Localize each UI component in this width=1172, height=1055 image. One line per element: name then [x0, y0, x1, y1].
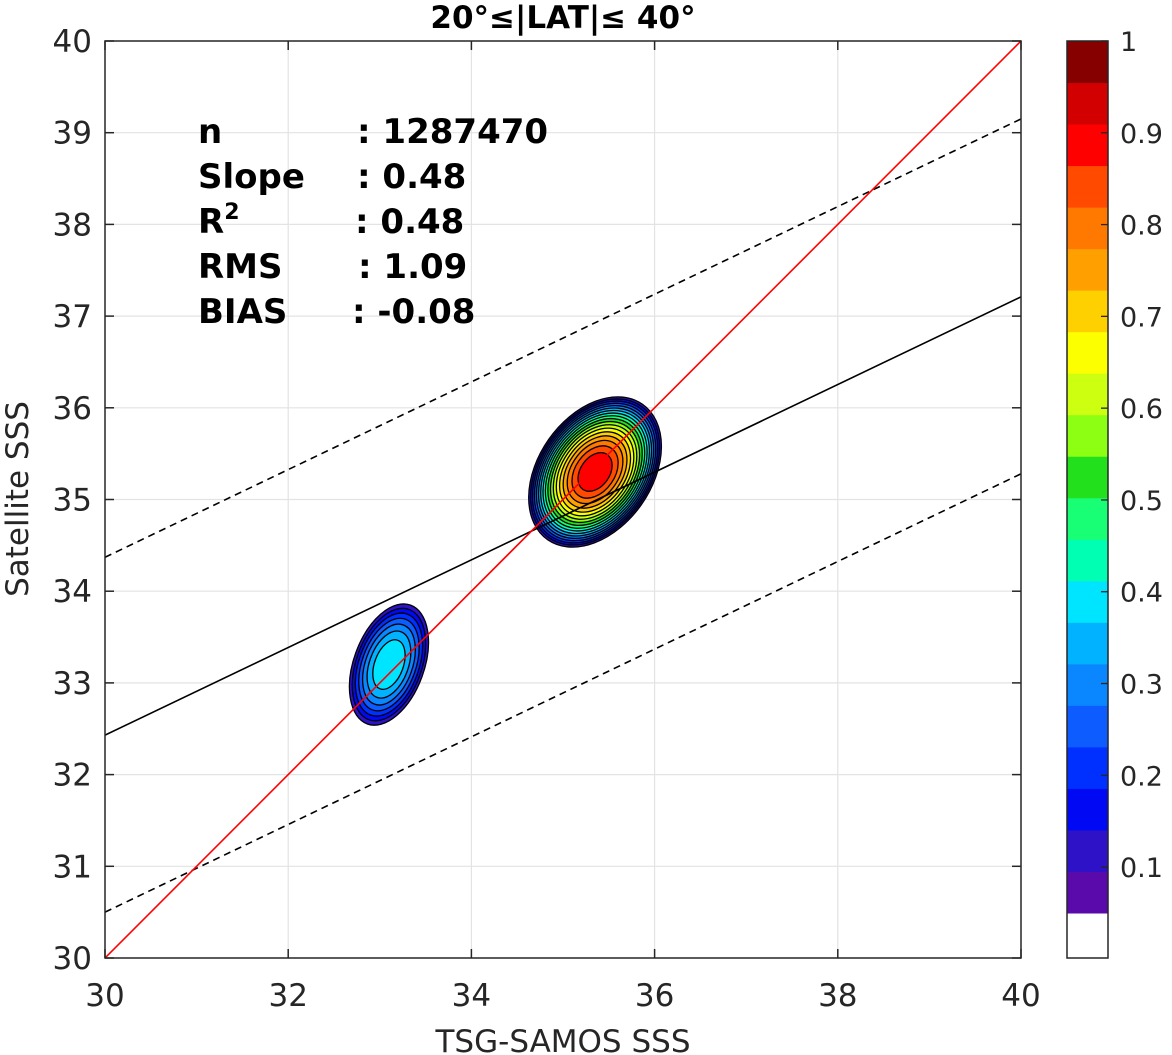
x-tick-label: 36: [635, 978, 674, 1014]
stat-key: n: [198, 112, 222, 152]
colorbar-block: [1067, 207, 1108, 250]
colorbar-block: [1067, 622, 1108, 665]
colorbar-tick-label: 0.8: [1120, 211, 1163, 242]
colorbar-tick-label: 0.4: [1120, 578, 1163, 609]
colorbar-block: [1067, 248, 1108, 291]
y-tick-label: 39: [53, 116, 92, 152]
x-tick-label: 30: [85, 978, 124, 1014]
stat-value: : 0.48: [357, 157, 466, 197]
colorbar-tick-label: 0.9: [1120, 119, 1163, 150]
regression-line: [105, 296, 1021, 736]
x-axis-ticks: 30 32 34 36 38 40: [85, 41, 1041, 1014]
y-tick-label: 32: [53, 758, 92, 794]
stat-value: : 0.48: [355, 202, 464, 242]
stat-value: : 1.09: [358, 247, 467, 287]
one-to-one-line: [105, 41, 1021, 958]
colorbar-block: [1067, 290, 1108, 333]
grid: [105, 41, 1021, 958]
x-tick-label: 34: [452, 978, 491, 1014]
x-tick-label: 32: [268, 978, 307, 1014]
colorbar-block: [1067, 124, 1108, 167]
stat-key: R2: [198, 200, 240, 242]
colorbar-block: [1067, 746, 1108, 789]
x-tick-label: 38: [818, 978, 857, 1014]
colorbar-block: [1067, 331, 1108, 374]
colorbar-block: [1067, 580, 1108, 623]
y-tick-label: 31: [53, 849, 92, 885]
colorbar-block: [1067, 373, 1108, 416]
colorbar: 1 0.9 0.8 0.7 0.6 0.5 0.4 0.3 0.2 0.1: [1066, 27, 1163, 959]
stats-box: n : 1287470 Slope : 0.48 R2 : 0.48 RMS : 1.09 BI…: [198, 112, 548, 332]
colorbar-tick-label: 1: [1120, 27, 1137, 58]
colorbar-block: [1067, 165, 1108, 208]
y-tick-label: 30: [53, 941, 92, 977]
lower-bound-line: [105, 473, 1021, 913]
colorbar-block: [1067, 663, 1108, 706]
reference-lines: [105, 41, 1021, 958]
colorbar-block: [1067, 82, 1108, 125]
colorbar-tick-label: 0.2: [1120, 761, 1163, 792]
colorbar-block: [1067, 41, 1108, 84]
y-axis-label: Satellite SSS: [0, 401, 36, 597]
colorbar-tick-label: 0.7: [1120, 302, 1163, 333]
colorbar-tick-label: 0.3: [1120, 670, 1163, 701]
stat-value: : 1287470: [357, 112, 548, 152]
chart-title: 20°≤|LAT|≤ 40°: [430, 0, 695, 36]
y-tick-label: 34: [53, 574, 92, 610]
stat-key: Slope: [198, 157, 305, 197]
stat-value: : -0.08: [352, 292, 475, 332]
colorbar-block: [1067, 497, 1108, 540]
y-tick-label: 38: [53, 207, 92, 243]
x-tick-label: 40: [1001, 978, 1040, 1014]
colorbar-block: [1067, 829, 1108, 872]
colorbar-block: [1067, 456, 1108, 499]
upper-bound-line: [105, 118, 1021, 558]
colorbar-block: [1067, 871, 1108, 914]
colorbar-tick-label: 0.6: [1120, 394, 1163, 425]
y-tick-label: 33: [53, 666, 92, 702]
stat-key: BIAS: [198, 292, 287, 332]
colorbar-block: [1067, 788, 1108, 831]
colorbar-block: [1067, 414, 1108, 457]
colorbar-tick-label: 0.1: [1120, 853, 1163, 884]
y-tick-label: 36: [53, 391, 92, 427]
y-axis-ticks: 30 31 32 33 34 35 36 37 38 39 40: [53, 24, 1021, 977]
colorbar-block: [1067, 913, 1108, 958]
colorbar-tick-label: 0.5: [1120, 486, 1163, 517]
colorbar-block: [1067, 705, 1108, 748]
x-axis-label: TSG-SAMOS SSS: [435, 1024, 691, 1055]
density-contour-level: [372, 639, 406, 690]
stat-key: RMS: [198, 247, 283, 287]
colorbar-block: [1067, 539, 1108, 582]
y-tick-label: 40: [53, 24, 92, 60]
y-tick-label: 35: [53, 483, 92, 519]
y-tick-label: 37: [53, 299, 92, 335]
